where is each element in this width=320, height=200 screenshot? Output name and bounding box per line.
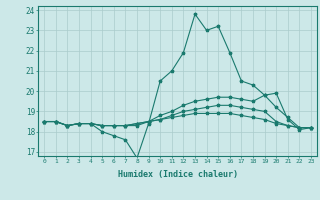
X-axis label: Humidex (Indice chaleur): Humidex (Indice chaleur) [118, 170, 238, 179]
